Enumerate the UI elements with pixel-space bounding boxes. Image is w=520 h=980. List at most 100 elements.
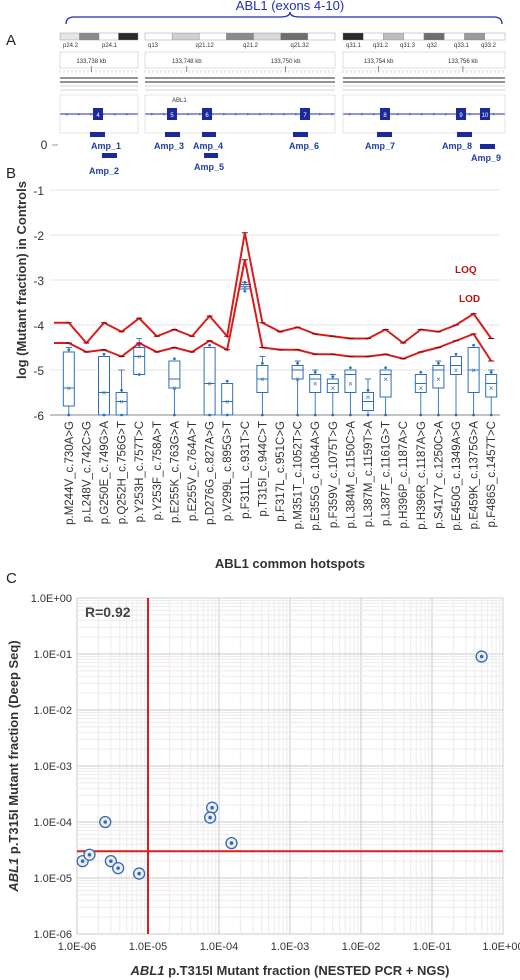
- scatter-point-center: [116, 866, 120, 870]
- data-point: [384, 366, 387, 370]
- panel-c-ytick: 1.0E-02: [33, 705, 72, 717]
- ideogram-band: [171, 32, 200, 41]
- panel-c: C 1.0E-06 1.0E-05 1.0E-04 1.0E-03 1.0E-02 1.0…: [6, 570, 520, 978]
- data-point: [489, 413, 493, 417]
- data-point: [419, 370, 423, 374]
- hotspot-label: p.M351T_c.1052T>C: [293, 421, 305, 529]
- panel-c-xtick: 1.0E-02: [342, 941, 381, 953]
- hotspot-label: p.Q252H_c.756G>T: [117, 421, 129, 524]
- hotspot-label: p.H396P_c.1187A>C: [398, 421, 410, 529]
- hotspot-label: p.M244V_c.730A>G: [64, 421, 76, 525]
- strand-arrow: ›: [361, 112, 363, 118]
- panel-b-label: B: [6, 165, 16, 182]
- scale-frame: [144, 51, 336, 69]
- ideogram-band: [363, 32, 384, 41]
- amplicon-label: Amp_7: [365, 141, 395, 151]
- box: [98, 356, 110, 416]
- mean-marker: ×: [436, 375, 441, 384]
- panel-c-ytick: 1.0E-04: [33, 817, 72, 829]
- strand-arrow: ›: [259, 112, 261, 118]
- gene-track-frame: [144, 94, 336, 134]
- ideogram-band: [280, 32, 309, 41]
- data-point: [349, 366, 352, 370]
- panel-c-ytick: 1.0E-03: [33, 761, 72, 773]
- data-point: [489, 370, 493, 374]
- strand-arrow: ›: [90, 112, 92, 118]
- amplicon-label: Amp_4: [193, 141, 223, 151]
- data-point: [437, 413, 440, 417]
- ideogram-band: [253, 32, 281, 41]
- strand-arrow: ›: [421, 112, 423, 118]
- ideogram-band: [118, 32, 139, 41]
- panel-c-ticks: 1.0E-06 1.0E-05 1.0E-04 1.0E-03 1.0E-02 1.0E-…: [31, 593, 520, 953]
- strand-arrow: ›: [235, 112, 237, 118]
- amplicons: Amp_1 Amp_2 Amp_3 Amp_4 Amp_5 Amp_6 Amp_7 Amp_8…: [89, 132, 501, 176]
- mean-marker: ×: [313, 380, 318, 389]
- band-label: p24.1: [102, 43, 118, 49]
- panel-c-xtick: 1.0E+00: [482, 941, 520, 953]
- panel-c-xlabel: ABL1 p.T315I Mutant fraction (NESTED PCR…: [130, 963, 450, 978]
- data-point: [296, 413, 299, 417]
- strand-arrow: ›: [223, 112, 225, 118]
- scatter-point-center: [87, 852, 92, 857]
- panel-c-xtick: 1.0E-05: [129, 941, 168, 953]
- scatter-point-center: [208, 815, 212, 820]
- data-point: [102, 352, 106, 356]
- box: [326, 378, 339, 393]
- mean-marker: ×: [454, 366, 459, 375]
- data-point: [472, 343, 475, 347]
- loq-label: LOQ: [455, 265, 477, 276]
- panel-c-ytick: 1.0E-05: [33, 873, 72, 885]
- data-point: [313, 413, 317, 417]
- mean-marker: ×: [295, 375, 300, 384]
- exon-block: [167, 108, 177, 120]
- band-label: q31.1: [346, 43, 362, 49]
- panel-b-limit-lines: [54, 232, 495, 362]
- mean-marker: ×: [330, 384, 335, 393]
- data-point: [225, 413, 229, 417]
- ideogram-band: [484, 32, 506, 41]
- data-point: [454, 352, 458, 356]
- data-point: [349, 413, 352, 417]
- hotspot-label: p.L248V_c.742C>G: [81, 421, 93, 522]
- ideogram-band: [307, 32, 336, 41]
- amplicon-label: Amp_9: [471, 153, 501, 163]
- data-point: [243, 289, 247, 293]
- scatter-point-center: [210, 805, 214, 810]
- exon-block: [380, 108, 390, 120]
- hotspot-label: p.V299L_c.895G>T: [222, 421, 234, 521]
- data-point: [437, 361, 440, 365]
- box: [432, 365, 445, 389]
- exon-number: 5: [170, 113, 174, 119]
- strand-arrow: ›: [469, 112, 471, 118]
- coord-label: 133,756 kb: [448, 59, 478, 65]
- mean-marker: ×: [366, 393, 371, 402]
- mean-marker: ×: [471, 366, 476, 375]
- hotspot-label: p.E459K_c.1375G>A: [469, 421, 481, 530]
- amplicon-label: Amp_6: [289, 141, 319, 151]
- panel-a-axis-zero: 0: [41, 138, 48, 152]
- hotspot-label: p.E255K_c.763G>A: [169, 421, 181, 523]
- strand-arrow: ›: [445, 112, 447, 118]
- gene-title: ABL1 (exons 4-10): [236, 0, 344, 13]
- data-point: [419, 413, 423, 417]
- amplicon-label: Amp_5: [194, 162, 224, 172]
- panel-b-ytick: -3: [33, 274, 44, 288]
- box: [485, 374, 498, 398]
- panel-c-xlabel-gene: ABL1: [130, 963, 165, 978]
- strand-arrow: ›: [151, 112, 153, 118]
- panel-c-xlabel-rest: p.T315I Mutant fraction (NESTED PCR + NG…: [165, 963, 450, 978]
- data-point: [261, 413, 264, 417]
- panel-b-boxes: × × × × × × × × × × × × × × × × × × × ×: [62, 280, 498, 417]
- band-label: q21.12: [196, 43, 215, 49]
- panel-c-ytick: 1.0E-01: [33, 649, 72, 661]
- amplicon-bar: [202, 132, 216, 137]
- amplicon-label: Amp_1: [91, 141, 121, 151]
- mean-marker: ×: [348, 380, 353, 389]
- panel-c-xtick: 1.0E-01: [413, 941, 452, 953]
- strand-arrow: ›: [187, 112, 189, 118]
- panel-b-ytick: -4: [33, 319, 44, 333]
- amplicon-bar: [90, 132, 105, 137]
- amplicon-bar: [293, 132, 308, 137]
